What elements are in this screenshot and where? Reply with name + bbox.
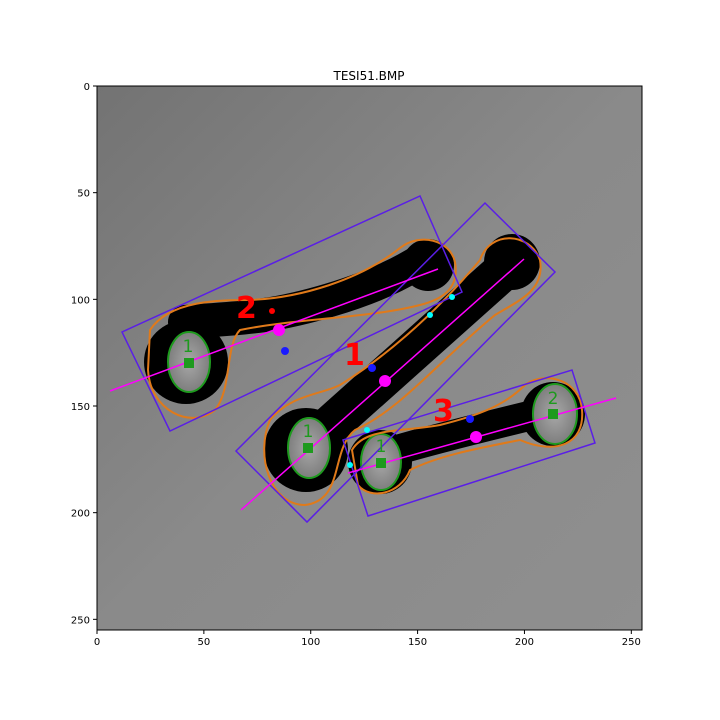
x-tick-label: 250 bbox=[622, 637, 641, 648]
part-1-contour bbox=[263, 237, 542, 507]
hole-label: 2 bbox=[548, 389, 559, 409]
y-tick-label: 200 bbox=[71, 509, 90, 520]
hole-markers bbox=[184, 358, 558, 468]
y-tick-label: 250 bbox=[71, 615, 90, 626]
hole-label: 1 bbox=[303, 422, 314, 442]
part-2-shape bbox=[144, 239, 454, 404]
centroid-marker bbox=[273, 324, 285, 336]
axes-frame bbox=[96, 85, 643, 631]
image-area: 2 1 3 1 1 1 2 bbox=[96, 85, 643, 631]
blue-marker bbox=[466, 415, 474, 423]
y-tick-label: 100 bbox=[71, 295, 90, 306]
blue-marker bbox=[281, 347, 289, 355]
y-tick-label: 150 bbox=[71, 402, 90, 413]
hole-label: 1 bbox=[376, 437, 387, 457]
contours bbox=[146, 237, 584, 507]
x-tick-label: 50 bbox=[197, 637, 210, 648]
part-3-shape bbox=[348, 382, 585, 494]
part-3-label: 3 bbox=[433, 394, 454, 429]
part-3-axis bbox=[347, 397, 617, 474]
hole-center-marker bbox=[184, 358, 194, 368]
hole-label: 1 bbox=[183, 337, 194, 357]
hole-center-marker bbox=[303, 443, 313, 453]
part-1-bbox bbox=[234, 201, 557, 524]
plot-title: TESI51.BMP bbox=[333, 69, 405, 83]
y-axis: 0 50 100 150 200 250 bbox=[71, 82, 97, 626]
x-tick-label: 0 bbox=[94, 637, 100, 648]
x-tick-label: 200 bbox=[515, 637, 534, 648]
cyan-marker bbox=[449, 294, 455, 300]
feature-markers bbox=[269, 294, 482, 468]
y-tick-label: 0 bbox=[84, 82, 90, 93]
y-tick-label: 50 bbox=[77, 189, 90, 200]
x-tick-label: 100 bbox=[301, 637, 320, 648]
part-1-label: 1 bbox=[344, 338, 365, 373]
part-2-contour bbox=[146, 238, 457, 419]
cyan-marker bbox=[347, 462, 353, 468]
hole-center-marker bbox=[548, 409, 558, 419]
x-axis: 0 50 100 150 200 250 bbox=[94, 630, 641, 648]
part-2-label: 2 bbox=[236, 291, 257, 326]
part-3-bbox bbox=[342, 369, 596, 517]
centroid-marker bbox=[470, 431, 482, 443]
hole-center-marker bbox=[376, 458, 386, 468]
part-2-bbox bbox=[120, 195, 463, 432]
centroid-marker bbox=[379, 375, 391, 387]
part-3-contour bbox=[350, 377, 584, 495]
x-tick-label: 150 bbox=[408, 637, 427, 648]
cyan-marker bbox=[364, 427, 370, 433]
red-marker bbox=[269, 308, 275, 314]
cyan-marker bbox=[427, 312, 433, 318]
bounding-boxes bbox=[120, 195, 596, 524]
blue-marker bbox=[368, 364, 376, 372]
